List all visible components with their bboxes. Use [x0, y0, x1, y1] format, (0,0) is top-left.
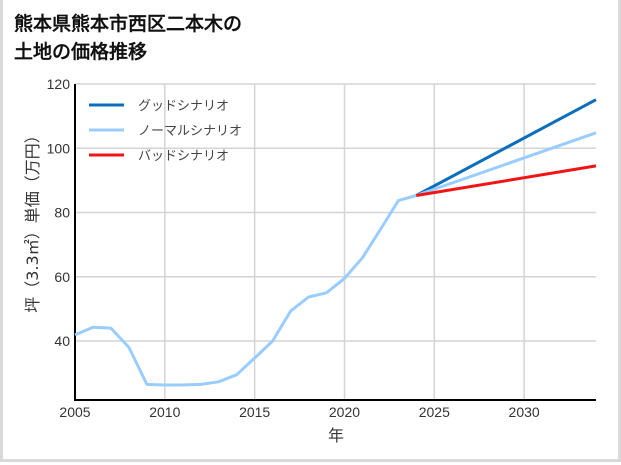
y-axis-label: 坪（3.3㎡）単価（万円） — [23, 127, 42, 312]
chart-title-line1: 熊本県熊本市西区二本木の — [14, 13, 243, 35]
legend-label: バッドシナリオ — [138, 149, 229, 164]
x-axis-label: 年 — [328, 426, 344, 445]
axes — [74, 84, 596, 401]
series-line — [416, 164, 597, 197]
tick-labels: 2005 2010 2015 2020 2025 2030 40 60 80 100 120 — [47, 76, 540, 420]
chart-title: 熊本県熊本市西区二本木の 土地の価格推移 — [14, 10, 242, 66]
x-tick-label: 2005 — [59, 404, 90, 420]
grid-lines — [75, 83, 596, 400]
legend-item: グッドシナリオ — [89, 99, 229, 114]
x-tick-label: 2020 — [329, 404, 360, 420]
x-tick-label: 2030 — [509, 404, 540, 420]
y-tick-label: 60 — [54, 269, 70, 285]
chart-title-line2: 土地の価格推移 — [14, 41, 148, 63]
x-tick-label: 2015 — [239, 404, 270, 420]
data-lines — [74, 98, 597, 387]
y-tick-label: 120 — [47, 76, 71, 92]
y-tick-label: 100 — [47, 140, 71, 156]
series-line — [415, 98, 597, 197]
x-tick-label: 2025 — [419, 404, 450, 420]
y-tick-label: 40 — [54, 333, 70, 349]
legend-item: バッドシナリオ — [89, 149, 229, 164]
legend-item: ノーマルシナリオ — [89, 124, 242, 139]
legend-label: ノーマルシナリオ — [138, 124, 242, 139]
y-tick-label: 80 — [54, 205, 70, 221]
legend-label: グッドシナリオ — [138, 99, 229, 114]
series-line — [74, 194, 417, 387]
series-line — [415, 131, 597, 197]
x-tick-label: 2010 — [149, 404, 180, 420]
